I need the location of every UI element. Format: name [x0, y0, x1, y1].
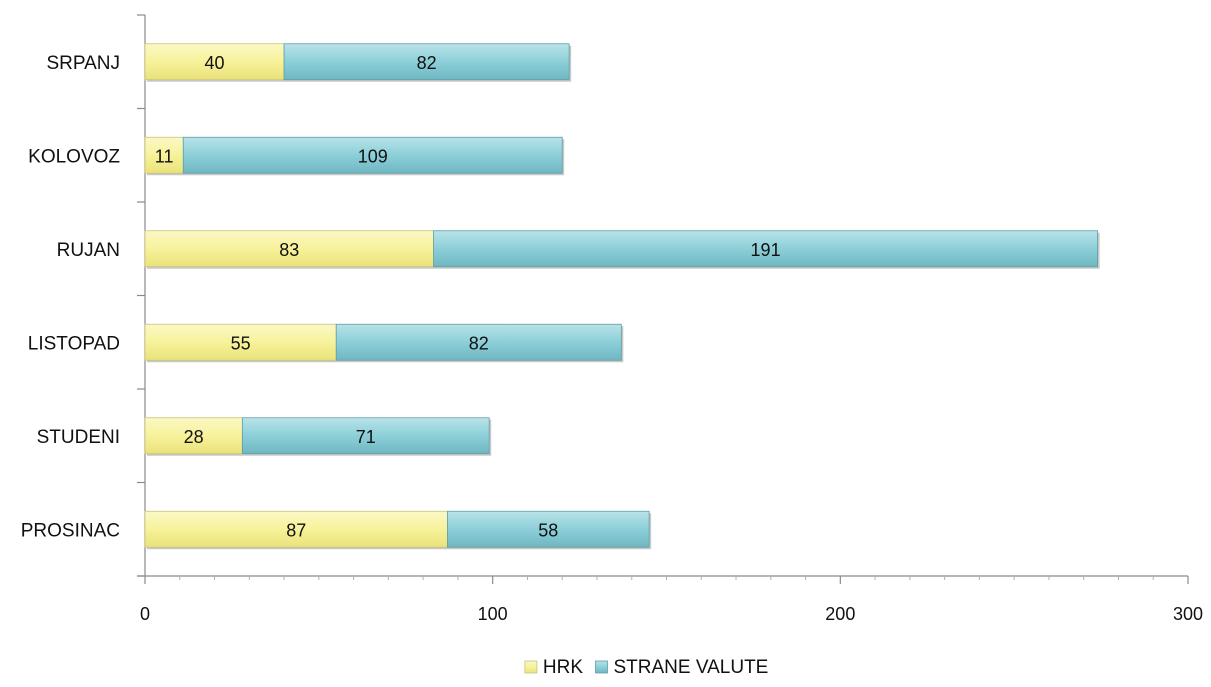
- x-tick-label: 100: [478, 604, 508, 624]
- bar-segment-hrk: [144, 136, 184, 174]
- data-label: 191: [751, 240, 781, 260]
- category-label: RUJAN: [57, 240, 120, 261]
- bar-segment-hrk: [144, 417, 243, 455]
- bar-segment-strane-valute: [241, 417, 490, 455]
- data-label: 55: [231, 333, 251, 353]
- axes: [137, 14, 1189, 584]
- labels: 0 100 200 300 SRPANJ 40 82 KOLOVOZ 11 109 RUJAN 83 1…: [21, 53, 1203, 624]
- legend-swatch-strane-valute: [595, 660, 608, 674]
- legend-label-strane-valute: STRANE VALUTE: [614, 657, 769, 678]
- data-label: 58: [538, 520, 558, 540]
- data-label: 71: [356, 427, 376, 447]
- legend-swatch-hrk: [524, 660, 538, 674]
- legend: HRK STRANE VALUTE: [524, 657, 769, 678]
- bars: [144, 43, 1100, 550]
- data-label: 87: [286, 520, 306, 540]
- legend-label-hrk: HRK: [543, 657, 583, 678]
- bar-segment-strane-valute: [447, 510, 650, 548]
- bar-segment-strane-valute: [283, 43, 570, 81]
- category-label: KOLOVOZ: [28, 146, 120, 167]
- x-tick-label: 300: [1173, 604, 1203, 624]
- x-tick-label: 200: [825, 604, 855, 624]
- bar-segment-hrk: [144, 510, 448, 548]
- data-label: 11: [155, 146, 174, 166]
- bar-segment-hrk: [144, 230, 434, 268]
- category-label: SRPANJ: [46, 53, 120, 74]
- bar-segment-strane-valute: [335, 323, 622, 361]
- data-label: 83: [279, 240, 299, 260]
- bar-segment-hrk: [144, 323, 337, 361]
- x-tick-label: 0: [140, 604, 150, 624]
- data-label: 82: [417, 53, 437, 73]
- bar-segment-strane-valute: [182, 136, 563, 174]
- category-label: PROSINAC: [21, 520, 120, 541]
- data-label: 40: [205, 53, 225, 73]
- data-label: 28: [184, 427, 204, 447]
- category-label: LISTOPAD: [28, 333, 120, 354]
- category-label: STUDENI: [37, 427, 120, 448]
- data-label: 109: [358, 146, 388, 166]
- data-label: 82: [469, 333, 489, 353]
- bar-segment-hrk: [144, 43, 285, 81]
- bar-segment-strane-valute: [433, 230, 1099, 268]
